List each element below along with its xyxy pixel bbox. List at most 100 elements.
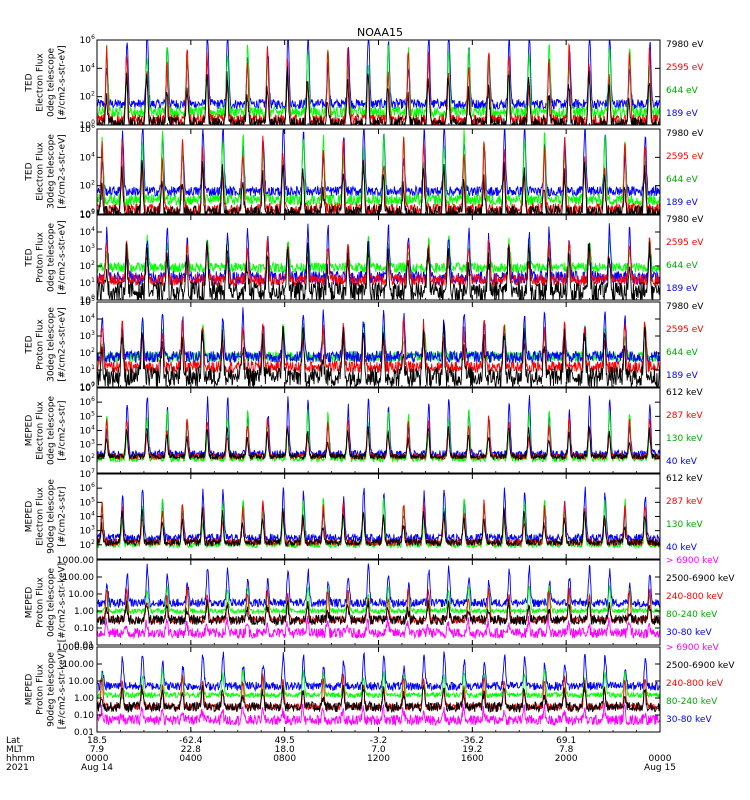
- y-tick-label: 10: [80, 211, 92, 221]
- panel-series-group: [97, 563, 660, 640]
- legend-entry: 2595 eV: [666, 152, 704, 162]
- y-tick-label: 10: [80, 64, 92, 74]
- y-tick-label: 10: [80, 441, 92, 451]
- legend-meped-p-0: > 6900 keV 2500-6900 keV 240-800 keV 80-240…: [666, 556, 735, 638]
- y-axis-label-line: MEPED: [25, 501, 35, 533]
- y-axis-label-line: TED: [25, 73, 35, 92]
- y-tick-label: 10: [80, 527, 92, 537]
- legend-entry: 2595 eV: [666, 63, 704, 73]
- legend-entry: 80-240 keV: [666, 697, 718, 707]
- x-tick-label-lat: -62.4: [179, 736, 203, 746]
- series-line-644-eV: [97, 234, 660, 275]
- y-tick-exponent: 5: [91, 496, 95, 503]
- y-tick-label: 10: [80, 513, 92, 523]
- legend-entry: 40 keV: [666, 543, 698, 553]
- legend-entry: 287 keV: [666, 497, 703, 507]
- y-tick-label: 100.00: [63, 573, 95, 583]
- y-tick-exponent: 7: [91, 382, 95, 389]
- y-tick-exponent: 4: [91, 62, 95, 69]
- legend-entry: 644 eV: [666, 175, 699, 185]
- y-axis-label-line: [#/cm2-s-str-eV]: [58, 307, 68, 382]
- y-tick-label: 10: [80, 541, 92, 551]
- legend-entry: 130 keV: [666, 434, 703, 444]
- y-axis-label-line: Proton Flux: [36, 319, 46, 370]
- y-tick-label: 10: [80, 121, 92, 131]
- y-tick-label: 10: [80, 262, 92, 272]
- x-tick-label-mlt: 18.0: [275, 745, 295, 755]
- y-tick-label: 10: [80, 398, 92, 408]
- y-tick-label: 10: [80, 498, 92, 508]
- y-tick-label: 10.00: [68, 677, 94, 687]
- series-line-612-keV: [97, 507, 660, 548]
- y-tick-label: 10: [80, 427, 92, 437]
- x-tick-label-hhmm: 1600: [461, 754, 484, 764]
- legend-entry: 7980 eV: [666, 40, 704, 50]
- y-axis-label-line: Proton Flux: [36, 577, 46, 628]
- y-tick-exponent: 2: [91, 453, 95, 460]
- panel-series-group: [97, 307, 660, 387]
- x-tick-label-mlt: 7.9: [90, 745, 105, 755]
- y-tick-label: 10: [80, 228, 92, 238]
- series-line-189-eV: [97, 129, 660, 198]
- legend-entry: 287 keV: [666, 411, 703, 421]
- series-line-80-240-keV: [97, 585, 660, 616]
- y-axis-label-line: 0deg telescope: [47, 48, 57, 118]
- y-tick-label: 10: [80, 470, 92, 480]
- y-tick-exponent: 0: [91, 208, 95, 215]
- x-tick-label-mlt: 19.2: [462, 745, 482, 755]
- y-tick-exponent: 4: [91, 151, 95, 158]
- series-line-2595-eV: [97, 317, 660, 375]
- y-tick-exponent: 4: [91, 425, 95, 432]
- y-axis-label-line: TED: [25, 248, 35, 267]
- y-axis-label-line: [#/cm2-s-str-eV]: [58, 45, 68, 120]
- y-tick-label: 10: [80, 296, 92, 306]
- y-axis-label-line: 0deg telescope: [47, 568, 57, 638]
- y-tick-label: 1.00: [74, 694, 94, 704]
- y-tick-exponent: 2: [91, 260, 95, 267]
- y-tick-exponent: 5: [91, 410, 95, 417]
- y-tick-exponent: 5: [91, 209, 95, 216]
- series-line-80-240-keV: [97, 669, 660, 700]
- y-tick-label: 10: [80, 315, 92, 325]
- y-tick-label: 10: [80, 210, 92, 220]
- y-tick-label: 10: [80, 36, 92, 46]
- legend-entry: 40 keV: [666, 457, 698, 467]
- y-tick-label: 10: [80, 182, 92, 192]
- y-tick-label: 10: [80, 383, 92, 393]
- legend-entry: 612 keV: [666, 474, 703, 484]
- y-tick-label: 10: [80, 484, 92, 494]
- y-axis-label-line: Proton Flux: [36, 664, 46, 715]
- y-tick-label: 10: [80, 384, 92, 394]
- x-tick-label-date: Aug 14: [81, 763, 113, 773]
- x-tick-label-hhmm: 1200: [367, 754, 390, 764]
- y-axis-label-line: MEPED: [25, 415, 35, 447]
- y-tick-exponent: 0: [91, 381, 95, 388]
- y-tick-label: 100.00: [63, 660, 95, 670]
- series-line--6900-keV: [97, 702, 660, 727]
- y-tick-label: 10: [80, 125, 92, 135]
- y-axis-label-line: [#/cm2-s-str-keV]: [58, 650, 68, 729]
- legend-meped-e-0: 612 keV 287 keV 130 keV 40 keV: [666, 388, 703, 467]
- y-tick-label: 0.01: [74, 728, 94, 738]
- legend-entry: 189 eV: [666, 198, 699, 208]
- x-tick-label-mlt: 22.8: [181, 745, 201, 755]
- y-tick-exponent: 1: [91, 364, 95, 371]
- y-tick-label: 10: [80, 455, 92, 465]
- legend-entry: 7980 eV: [666, 302, 704, 312]
- y-axis-label-line: 0deg telescope: [47, 223, 57, 293]
- y-tick-exponent: 4: [91, 226, 95, 233]
- y-axis-label-line: MEPED: [25, 674, 35, 706]
- x-tick-label-mlt: 7.8: [559, 745, 574, 755]
- legend-entry: 189 eV: [666, 109, 699, 119]
- panel-series-group: [97, 395, 660, 464]
- y-tick-exponent: 6: [91, 396, 95, 403]
- series-line-30-80-keV: [97, 563, 660, 609]
- y-axis-label-line: [#/cm2-s-str-keV]: [58, 563, 68, 642]
- legend-entry: 7980 eV: [666, 215, 704, 225]
- y-axis-label-line: TED: [25, 335, 35, 354]
- y-tick-exponent: 1: [91, 277, 95, 284]
